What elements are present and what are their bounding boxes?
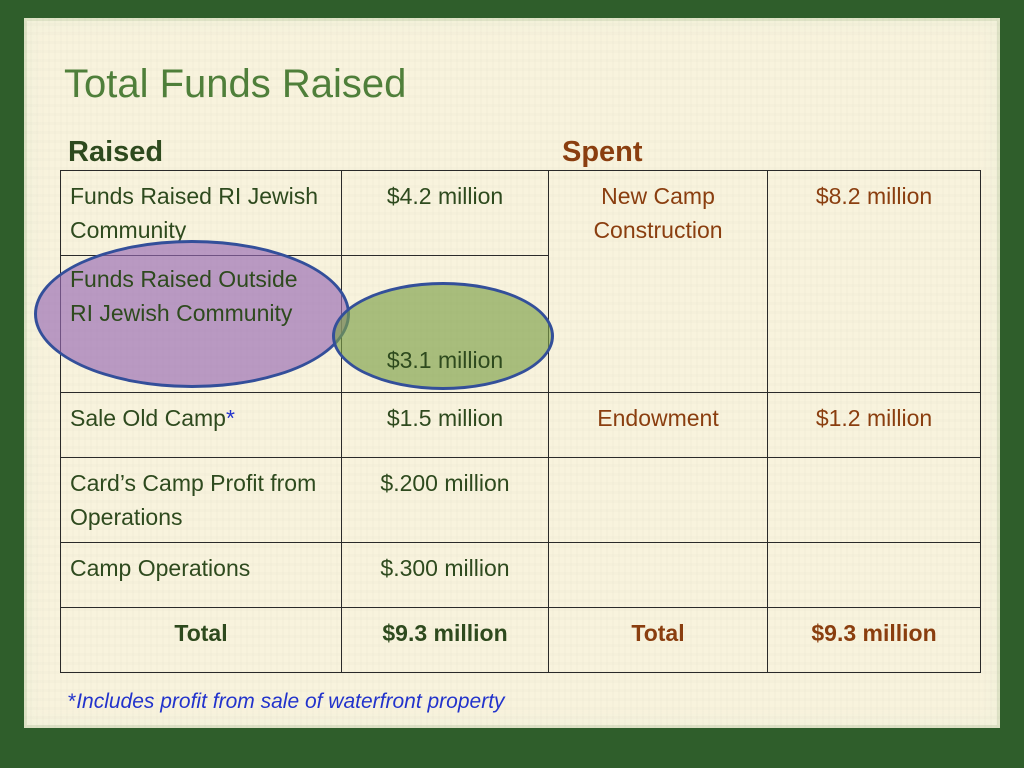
- raised-amount-cell: $.300 million: [341, 542, 549, 608]
- raised-item-text: Sale Old Camp: [70, 405, 226, 431]
- footnote-marker: *: [68, 690, 77, 713]
- footnote: *Includes profit from sale of waterfront…: [68, 690, 505, 714]
- raised-amount-cell: $4.2 million: [341, 170, 549, 256]
- footnote-marker: *: [225, 405, 235, 431]
- spent-total-label: Total: [548, 607, 768, 673]
- raised-total-amount: $9.3 million: [341, 607, 549, 673]
- spent-item-cell: Endowment: [548, 392, 768, 458]
- raised-amount-cell: $1.5 million: [341, 392, 549, 458]
- funds-table: Funds Raised RI Jewish Community $4.2 mi…: [60, 170, 981, 673]
- spent-heading: Spent: [562, 136, 643, 168]
- footnote-text: Includes profit from sale of waterfront …: [76, 690, 505, 713]
- table-row: Funds Raised RI Jewish Community $4.2 mi…: [60, 170, 981, 393]
- raised-heading: Raised: [68, 136, 164, 168]
- spent-item-cell-empty: [548, 457, 768, 543]
- spent-item-cell-empty: [548, 542, 768, 608]
- raised-amount-cell: $.200 million: [341, 457, 549, 543]
- table-row: Camp Operations $.300 million: [60, 542, 981, 608]
- raised-item-cell: Card’s Camp Profit from Operations: [60, 457, 342, 543]
- raised-item-cell: Sale Old Camp*: [60, 392, 342, 458]
- slide-title: Total Funds Raised: [64, 62, 407, 106]
- green-highlight-oval: [332, 282, 554, 390]
- outside-community-amount: $3.1 million: [386, 347, 504, 373]
- total-row: Total $9.3 million Total $9.3 million: [60, 607, 981, 673]
- spent-amount-cell: $1.2 million: [767, 392, 981, 458]
- spent-amount-cell-empty: [767, 457, 981, 543]
- spent-amount-cell-empty: [767, 542, 981, 608]
- spent-amount-cell-merged: $8.2 million: [767, 170, 981, 393]
- table-row: Card’s Camp Profit from Operations $.200…: [60, 457, 981, 543]
- table-row: Sale Old Camp* $1.5 million Endowment $1…: [60, 392, 981, 458]
- raised-total-label: Total: [60, 607, 342, 673]
- spent-item-cell-merged: New Camp Construction: [548, 170, 768, 393]
- spent-total-amount: $9.3 million: [767, 607, 981, 673]
- outside-community-label: Funds Raised Outside RI Jewish Community: [70, 266, 298, 326]
- raised-item-cell: Camp Operations: [60, 542, 342, 608]
- purple-highlight-oval: [34, 240, 350, 388]
